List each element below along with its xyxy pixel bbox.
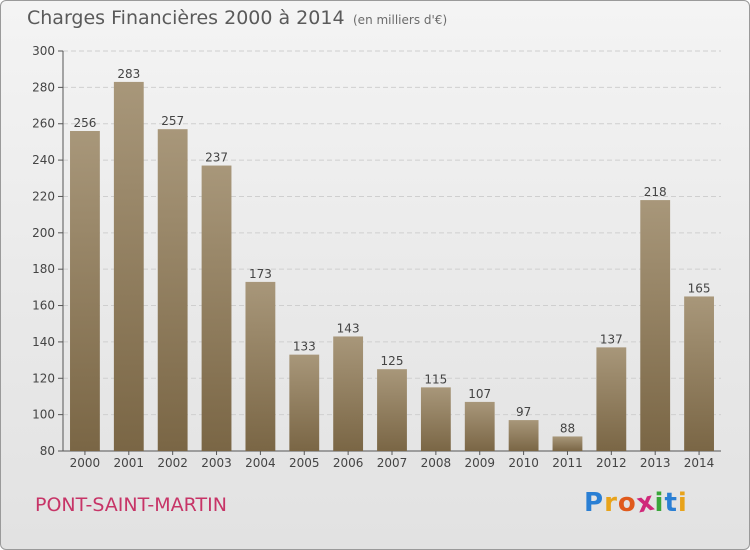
bar-value-label: 257 xyxy=(161,114,184,128)
bar xyxy=(245,281,276,451)
y-tick-label: 240 xyxy=(32,153,55,167)
y-tick-label: 200 xyxy=(32,226,55,240)
brand-letter: i xyxy=(654,488,665,518)
brand-letter: t xyxy=(664,488,678,518)
chart-title: Charges Financières 2000 à 2014 xyxy=(27,7,345,29)
bar-value-label: 137 xyxy=(600,332,623,346)
bar xyxy=(420,387,451,451)
bar xyxy=(201,165,232,451)
bar-value-label: 97 xyxy=(516,405,531,419)
bar-value-label: 283 xyxy=(117,67,140,81)
brand-letter: o xyxy=(617,488,637,518)
bar xyxy=(113,81,144,451)
bar xyxy=(70,131,100,451)
y-tick-label: 160 xyxy=(32,299,55,313)
x-tick-label: 2008 xyxy=(421,456,452,470)
bar-value-label: 115 xyxy=(424,372,447,386)
x-tick-label: 2004 xyxy=(245,456,276,470)
x-tick-label: 2001 xyxy=(114,456,145,470)
chart-subtitle: (en milliers d'€) xyxy=(353,13,448,27)
brand-letter: i xyxy=(677,488,688,518)
x-tick-label: 2003 xyxy=(201,456,232,470)
y-tick-label: 300 xyxy=(32,44,55,58)
bar xyxy=(596,347,627,451)
bar-value-label: 173 xyxy=(249,267,272,281)
bar-value-label: 125 xyxy=(381,354,404,368)
bar-value-label: 237 xyxy=(205,151,228,165)
y-tick-label: 260 xyxy=(32,117,55,131)
bar xyxy=(684,296,714,451)
y-tick-label: 140 xyxy=(32,335,55,349)
bar xyxy=(289,354,320,451)
bar-value-label: 165 xyxy=(688,281,711,295)
y-tick-label: 220 xyxy=(32,189,55,203)
bar-value-label: 218 xyxy=(644,185,667,199)
bar-value-label: 88 xyxy=(560,421,575,435)
bar-value-label: 256 xyxy=(73,116,96,130)
bar xyxy=(552,436,583,451)
bar xyxy=(508,420,539,451)
x-tick-label: 2011 xyxy=(552,456,583,470)
x-tick-label: 2014 xyxy=(684,456,715,470)
bar-value-label: 133 xyxy=(293,340,316,354)
y-tick-label: 80 xyxy=(40,444,55,458)
x-tick-label: 2006 xyxy=(333,456,364,470)
place-name: PONT-SAINT-MARTIN xyxy=(35,494,227,516)
bar xyxy=(377,369,407,451)
bar xyxy=(464,401,495,451)
bar xyxy=(157,129,188,451)
y-tick-label: 180 xyxy=(32,262,55,276)
bar xyxy=(640,200,671,451)
x-tick-label: 2013 xyxy=(640,456,671,470)
labels: 80 100 120 140 160 180 200 220 240 260 280 300 256 20… xyxy=(32,44,714,470)
x-tick-label: 2009 xyxy=(464,456,495,470)
bar-value-label: 107 xyxy=(468,387,491,401)
x-tick-label: 2002 xyxy=(157,456,188,470)
brand-letter: r xyxy=(604,488,618,518)
bar xyxy=(333,336,364,451)
x-tick-label: 2007 xyxy=(377,456,408,470)
brand-logo: Proxiti xyxy=(584,486,688,519)
brand-letter: P xyxy=(584,488,605,518)
y-tick-label: 100 xyxy=(32,408,55,422)
x-tick-label: 2010 xyxy=(508,456,539,470)
y-tick-label: 120 xyxy=(32,371,55,385)
bars xyxy=(70,81,714,451)
x-tick-label: 2000 xyxy=(70,456,101,470)
x-tick-label: 2005 xyxy=(289,456,320,470)
x-tick-label: 2012 xyxy=(596,456,627,470)
bar-value-label: 143 xyxy=(337,321,360,335)
y-tick-label: 280 xyxy=(32,80,55,94)
